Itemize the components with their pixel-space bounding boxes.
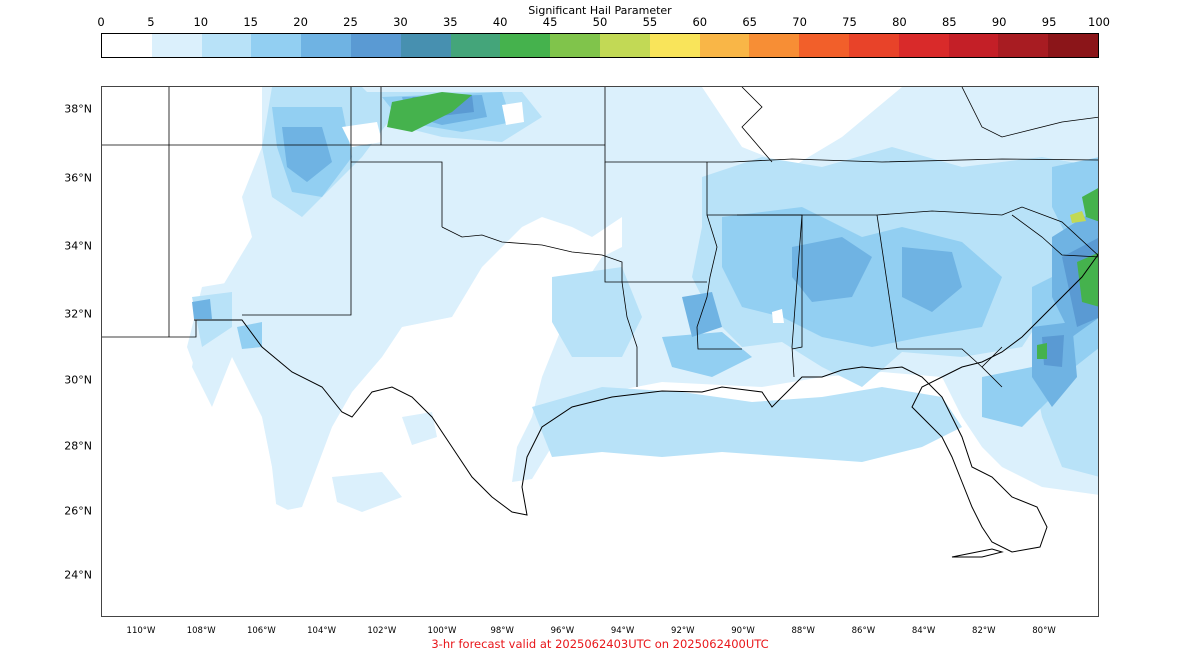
colorbar-tick-label: 75 [842, 15, 857, 29]
colorbar-segment [500, 34, 551, 57]
colorbar [101, 33, 1099, 58]
contour-yellow [1070, 211, 1086, 223]
longitude-label: 98°W [490, 626, 514, 636]
colorbar-segment [948, 34, 999, 57]
latitude-label: 32°N [64, 307, 92, 321]
colorbar-segment [102, 34, 152, 57]
colorbar-tick-label: 70 [792, 15, 807, 29]
contour-green [387, 92, 1098, 359]
colorbar-segment [301, 34, 351, 57]
latitude-label: 26°N [64, 504, 92, 518]
colorbar-segment [1048, 34, 1098, 57]
colorbar-segment [450, 34, 501, 57]
longitude-label: 88°W [791, 626, 815, 636]
colorbar-tick-label: 95 [1041, 15, 1057, 29]
state-borders [102, 87, 1098, 388]
colorbar-tick-label: 100 [1088, 15, 1110, 29]
colorbar-tick-label: 85 [941, 15, 957, 29]
longitude-label: 102°W [367, 626, 397, 636]
colorbar-segment [251, 34, 302, 57]
longitude-label: 82°W [972, 626, 996, 636]
coastline [194, 253, 1098, 558]
map-panel [101, 86, 1099, 617]
colorbar-tick-label: 45 [542, 15, 558, 29]
colorbar-tick-label: 80 [892, 15, 907, 29]
colorbar-segment [649, 34, 700, 57]
colorbar-tick-label: 15 [243, 15, 259, 29]
longitude-label: 108°W [186, 626, 216, 636]
longitude-label: 94°W [610, 626, 635, 636]
colorbar-tick-label: 35 [442, 15, 458, 29]
contour-dark [192, 95, 1098, 407]
longitude-label: 86°W [851, 626, 876, 636]
longitude-label: 106°W [246, 626, 276, 636]
colorbar-segment [400, 34, 451, 57]
colorbar-title: Significant Hail Parameter [528, 4, 672, 17]
colorbar-segment [151, 34, 202, 57]
colorbar-tick-label: 10 [193, 15, 209, 29]
colorbar-segment [998, 34, 1049, 57]
longitude-label: 80°W [1032, 626, 1056, 636]
colorbar-segment [749, 34, 800, 57]
colorbar-segment [799, 34, 849, 57]
latitude-label: 34°N [64, 239, 92, 253]
latitude-label: 24°N [64, 568, 92, 582]
colorbar-segment [898, 34, 949, 57]
longitude-label: 96°W [550, 626, 575, 636]
colorbar-tick-label: 90 [991, 15, 1007, 29]
forecast-caption: 3-hr forecast valid at 2025062403UTC on … [431, 637, 769, 651]
hail-map [102, 87, 1098, 616]
longitude-label: 90°W [731, 626, 755, 636]
latitude-label: 30°N [64, 373, 92, 387]
longitude-label: 100°W [427, 626, 457, 636]
colorbar-tick-label: 20 [293, 15, 308, 29]
colorbar-tick-label: 55 [642, 15, 658, 29]
longitude-label: 110°W [126, 626, 156, 636]
colorbar-segment [350, 34, 401, 57]
colorbar-tick-label: 40 [492, 15, 508, 29]
colorbar-tick-label: 25 [343, 15, 358, 29]
latitude-label: 38°N [64, 102, 92, 116]
colorbar-segment [699, 34, 750, 57]
colorbar-segment [550, 34, 600, 57]
colorbar-tick-label: 50 [592, 15, 608, 29]
colorbar-tick-label: 65 [742, 15, 758, 29]
longitude-label: 84°W [911, 626, 936, 636]
longitude-label: 104°W [307, 626, 337, 636]
colorbar-segment [599, 34, 650, 57]
latitude-label: 36°N [64, 171, 92, 185]
colorbar-segment [848, 34, 899, 57]
colorbar-segment [201, 34, 252, 57]
longitude-label: 92°W [671, 626, 695, 636]
contour-gaps [102, 87, 1098, 616]
latitude-label: 28°N [64, 439, 92, 453]
colorbar-tick-label: 0 [97, 15, 105, 29]
colorbar-tick-label: 60 [692, 15, 708, 29]
colorbar-tick-label: 5 [147, 15, 155, 29]
colorbar-tick-label: 30 [393, 15, 408, 29]
